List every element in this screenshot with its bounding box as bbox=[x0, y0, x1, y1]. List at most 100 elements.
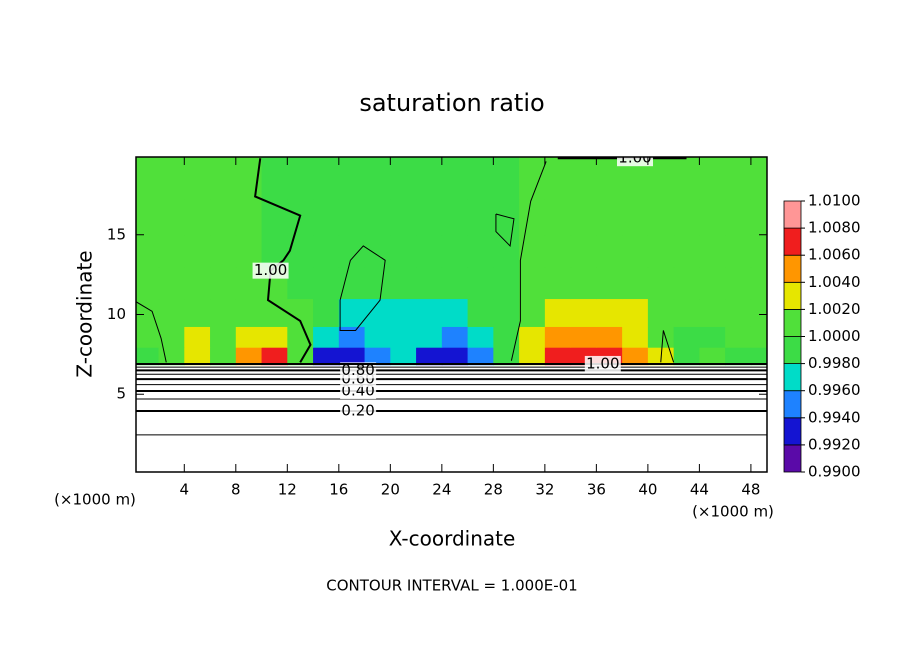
axes: 4 8 12 16 20 24 28 32 36 40 44 48510150.99000.99200… bbox=[107, 157, 861, 499]
field-cell bbox=[725, 266, 752, 300]
field-cell bbox=[313, 234, 340, 268]
field-cell bbox=[544, 198, 572, 236]
contour-line bbox=[660, 330, 675, 363]
field-cell bbox=[596, 326, 623, 348]
field-cell bbox=[210, 326, 237, 348]
contour-label-bg bbox=[340, 402, 377, 419]
field-cell bbox=[699, 157, 726, 200]
y-tick-label: 15 bbox=[107, 225, 126, 243]
field-cell bbox=[673, 266, 700, 300]
field-cell bbox=[390, 157, 417, 200]
field-cell bbox=[261, 326, 288, 348]
field-cell bbox=[493, 157, 520, 200]
contour-label: 0.80 bbox=[341, 361, 374, 379]
colorbar-bin bbox=[783, 363, 802, 392]
field-cell bbox=[390, 298, 417, 327]
field-cell bbox=[750, 298, 767, 327]
x-tick-label: 12 bbox=[278, 481, 297, 499]
colorbar-label: 0.9980 bbox=[808, 354, 861, 372]
x-tick-label: 16 bbox=[329, 481, 348, 499]
field-cell bbox=[750, 234, 767, 268]
colorbar-label: 1.0040 bbox=[808, 273, 861, 291]
field-cell bbox=[210, 234, 237, 268]
field-cell bbox=[210, 347, 237, 366]
colorbar-label: 1.0060 bbox=[808, 246, 861, 264]
field-cell bbox=[158, 298, 185, 327]
field-cell bbox=[136, 266, 160, 300]
field-cell bbox=[544, 234, 572, 268]
contour-label: 0.20 bbox=[341, 401, 374, 419]
field-cell bbox=[467, 298, 494, 327]
field-cell bbox=[416, 347, 443, 366]
field-cell bbox=[158, 198, 185, 236]
field-cell bbox=[493, 298, 520, 327]
field-cell bbox=[158, 326, 185, 348]
colorbar-label: 0.9920 bbox=[808, 435, 861, 453]
field-cell bbox=[673, 198, 700, 236]
contour-label: 1.00 bbox=[254, 261, 287, 279]
field-cell bbox=[184, 234, 211, 268]
x-tick-label: 44 bbox=[690, 481, 709, 499]
y-axis-label: Z-coordinate bbox=[73, 250, 97, 377]
colorbar-bin bbox=[783, 444, 802, 473]
field-cell bbox=[261, 234, 288, 268]
x-tick-label: 36 bbox=[587, 481, 606, 499]
field-cell bbox=[519, 234, 546, 268]
field-cell bbox=[750, 157, 767, 200]
field-cell bbox=[136, 326, 160, 348]
field-cell bbox=[441, 198, 469, 236]
field-cell bbox=[725, 198, 752, 236]
field-cell bbox=[338, 234, 366, 268]
field-cell bbox=[390, 234, 417, 268]
field-cell bbox=[725, 157, 752, 200]
colorbar-bin bbox=[783, 336, 802, 365]
field-cell bbox=[390, 347, 417, 366]
field-cell bbox=[750, 266, 767, 300]
field-cell bbox=[673, 347, 700, 366]
contour-label: 1.00 bbox=[586, 354, 619, 372]
field-cell bbox=[493, 347, 520, 366]
field-cell bbox=[647, 326, 675, 348]
field-cell bbox=[570, 234, 597, 268]
x-tick-label: 28 bbox=[484, 481, 503, 499]
field-cell bbox=[596, 234, 623, 268]
colorbar-label: 1.0020 bbox=[808, 300, 861, 318]
contour-label-bg bbox=[340, 362, 377, 379]
field-cell bbox=[364, 326, 391, 348]
field-cell bbox=[313, 157, 340, 200]
x-tick-label: 20 bbox=[381, 481, 400, 499]
field-cell bbox=[313, 347, 340, 366]
field-cell bbox=[364, 234, 391, 268]
field-cell bbox=[467, 234, 494, 268]
field-cell bbox=[235, 347, 263, 366]
field-cell bbox=[467, 326, 494, 348]
contour-label-bg bbox=[617, 157, 654, 167]
field-cell bbox=[338, 347, 366, 366]
field-cell bbox=[441, 326, 469, 348]
field-cell bbox=[235, 326, 263, 348]
field-cell bbox=[519, 298, 546, 327]
field-cell bbox=[570, 266, 597, 300]
field-cell bbox=[313, 266, 340, 300]
contour-label-bg bbox=[584, 355, 621, 372]
field-cell bbox=[699, 198, 726, 236]
field-cell bbox=[364, 198, 391, 236]
field-cell bbox=[136, 347, 160, 366]
field-cell bbox=[647, 234, 675, 268]
y-tick-label: 10 bbox=[107, 305, 126, 323]
field-cell bbox=[158, 266, 185, 300]
x-tick-label: 48 bbox=[741, 481, 760, 499]
x-axis-label: X-coordinate bbox=[389, 527, 516, 551]
contour-line bbox=[495, 213, 515, 247]
plot-frame bbox=[135, 156, 768, 473]
field-cell bbox=[570, 326, 597, 348]
field-cell bbox=[467, 198, 494, 236]
contours: 0.200.400.600.80 1.001.001.00 bbox=[136, 157, 767, 436]
field-cell bbox=[261, 157, 288, 200]
field-cell bbox=[287, 234, 314, 268]
field-cell bbox=[544, 266, 572, 300]
field-cell bbox=[416, 198, 443, 236]
colorbar-label: 0.9900 bbox=[808, 463, 861, 481]
chart-title: saturation ratio bbox=[359, 89, 544, 117]
field-cell bbox=[338, 326, 366, 348]
